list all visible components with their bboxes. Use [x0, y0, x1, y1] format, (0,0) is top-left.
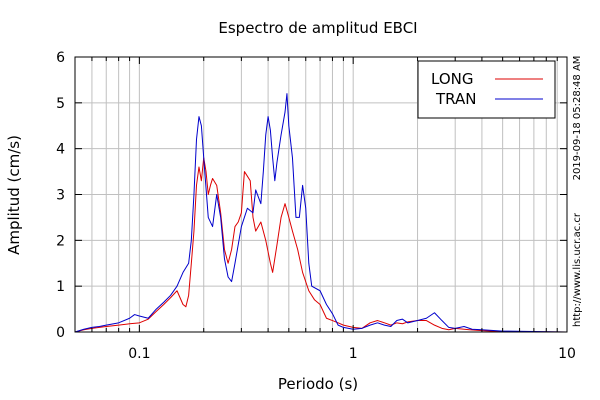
legend-label-tran: TRAN — [435, 90, 476, 108]
grid-lines — [75, 57, 567, 332]
legend: LONG TRAN — [417, 60, 556, 119]
y-tick-label: 3 — [56, 188, 65, 204]
plot-lines — [74, 93, 568, 333]
x-tick-label: 0.1 — [128, 346, 150, 362]
y-tick-label: 2 — [56, 233, 65, 249]
y-tick-label: 6 — [56, 50, 65, 66]
timestamp-label: 2019-09-18 05:28:48 AM — [572, 56, 583, 181]
axis-ticks — [74, 56, 568, 333]
y-axis-title: Amplitud (cm/s) — [5, 135, 23, 255]
y-tick-label: 1 — [56, 279, 65, 295]
y-tick-label: 4 — [56, 142, 65, 158]
y-tick-label: 5 — [56, 96, 65, 112]
series-line-long — [74, 157, 568, 333]
y-tick-label: 0 — [56, 325, 65, 341]
x-tick-label: 10 — [558, 346, 576, 362]
legend-box — [417, 60, 556, 119]
tick-labels: 0 1 2 3 4 5 6 0.1 1 10 — [56, 50, 576, 362]
x-tick-label: 1 — [349, 346, 358, 362]
legend-label-long: LONG — [431, 70, 473, 88]
x-axis-title: Periodo (s) — [278, 375, 358, 393]
series-line-tran — [74, 93, 568, 333]
chart-title: Espectro de amplitud EBCI — [218, 19, 417, 37]
source-url-label: http://www.lis.ucr.ac.cr — [572, 212, 583, 327]
